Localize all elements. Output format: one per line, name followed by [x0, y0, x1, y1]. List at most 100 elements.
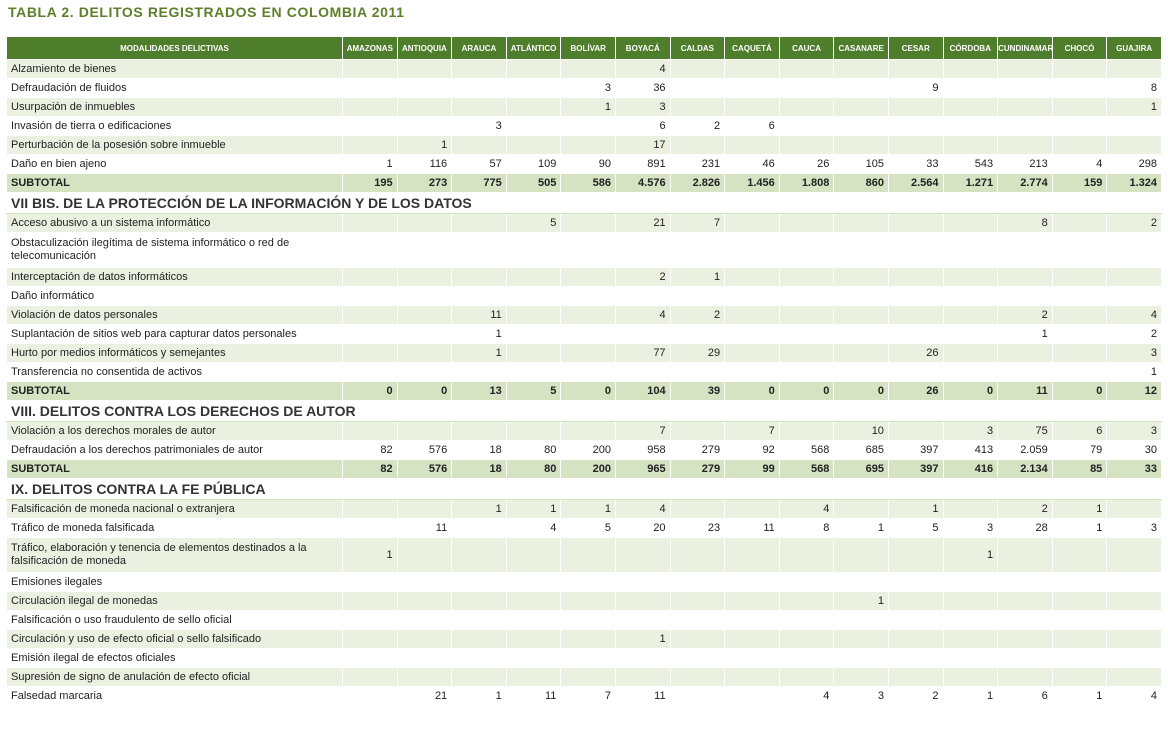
table-cell: 13	[451, 381, 507, 401]
table-cell	[778, 421, 835, 441]
table-cell	[724, 267, 780, 287]
table-cell	[887, 591, 944, 611]
table-cell	[669, 59, 726, 79]
row-label: Invasión de tierra o edificaciones	[6, 116, 343, 136]
table-cell	[342, 59, 398, 79]
table-cell: 2	[669, 116, 726, 136]
table-cell: 543	[942, 154, 999, 174]
table-cell: 21	[396, 686, 453, 706]
section-header-row: IX. DELITOS CONTRA LA FE PÚBLICA	[6, 478, 1162, 500]
table-cell	[833, 97, 889, 117]
table-row: Falsificación o uso fraudulento de sello…	[6, 610, 1162, 630]
table-cell	[342, 267, 398, 287]
table-cell: 4	[778, 686, 835, 706]
table-cell	[669, 572, 726, 592]
table-cell	[778, 324, 835, 344]
table-cell	[614, 324, 671, 344]
table-cell	[724, 59, 780, 79]
table-cell	[1106, 499, 1162, 519]
table-cell	[887, 572, 944, 592]
table-cell	[997, 591, 1053, 611]
table-cell	[396, 286, 453, 306]
table-cell: 4.576	[614, 173, 671, 193]
table-cell	[396, 610, 453, 630]
table-cell: 33	[1106, 459, 1162, 479]
table-row: Defraudación de fluidos 3 36 9 8	[6, 78, 1162, 98]
table-cell	[833, 286, 889, 306]
table-cell	[833, 667, 889, 687]
table-cell	[396, 629, 453, 649]
table-cell	[778, 537, 835, 573]
table-cell	[778, 610, 835, 630]
table-cell: 2	[997, 499, 1053, 519]
table-row: Emisiones ilegales	[6, 572, 1162, 592]
table-cell	[724, 213, 780, 233]
table-row: Circulación y uso de efecto oficial o se…	[6, 629, 1162, 649]
table-cell	[451, 572, 507, 592]
row-label: Hurto por medios informáticos y semejant…	[6, 343, 343, 363]
table-cell	[451, 135, 507, 155]
table-cell: 2	[1106, 213, 1162, 233]
table-cell	[833, 499, 889, 519]
table-row: Interceptación de datos informáticos 2 1	[6, 267, 1162, 287]
table-cell	[342, 421, 398, 441]
table-cell	[1051, 591, 1108, 611]
table-cell: 4	[614, 499, 671, 519]
table-cell	[887, 116, 944, 136]
table-cell	[887, 648, 944, 668]
table-cell	[451, 648, 507, 668]
table-cell	[887, 267, 944, 287]
table-cell	[887, 362, 944, 382]
table-cell	[505, 537, 562, 573]
table-row: Usurpación de inmuebles 1 3 1	[6, 97, 1162, 117]
table-cell: 7	[614, 421, 671, 441]
table-cell	[451, 232, 507, 268]
row-label: Suplantación de sitios web para capturar…	[6, 324, 343, 344]
table-cell	[724, 232, 780, 268]
column-header-caqueta: CAQUETÁ	[724, 36, 780, 60]
table-cell	[342, 232, 398, 268]
table-cell	[342, 499, 398, 519]
column-header-atlantico: ATLÁNTICO	[505, 36, 562, 60]
table-cell	[942, 324, 999, 344]
table-cell: 1	[342, 154, 398, 174]
table-cell	[997, 116, 1053, 136]
table-cell: 1	[1106, 97, 1162, 117]
row-label: Acceso abusivo a un sistema informático	[6, 213, 343, 233]
table-cell	[669, 286, 726, 306]
table-cell	[942, 610, 999, 630]
table-cell	[505, 232, 562, 268]
table-cell	[342, 213, 398, 233]
table-cell: 79	[1051, 440, 1108, 460]
table-cell	[1106, 572, 1162, 592]
table-cell: 57	[451, 154, 507, 174]
table-cell	[833, 572, 889, 592]
table-cell	[1051, 362, 1108, 382]
table-cell	[833, 648, 889, 668]
table-cell: 11	[724, 518, 780, 538]
table-cell	[724, 343, 780, 363]
table-cell	[1051, 610, 1108, 630]
table-cell	[778, 305, 835, 325]
table-body: Alzamiento de bienes 4 Defraudación de flu…	[6, 59, 1162, 706]
table-cell: 413	[942, 440, 999, 460]
table-cell: 10	[833, 421, 889, 441]
table-cell	[342, 686, 398, 706]
table-cell	[614, 648, 671, 668]
table-cell	[942, 213, 999, 233]
table-cell	[1051, 305, 1108, 325]
table-cell: 0	[833, 381, 889, 401]
table-cell: 3	[1106, 518, 1162, 538]
table-row: Invasión de tierra o edificaciones 3 6 2 6	[6, 116, 1162, 136]
table-cell: 1	[614, 629, 671, 649]
table-cell: 11	[396, 518, 453, 538]
row-label: Circulación y uso de efecto oficial o se…	[6, 629, 343, 649]
column-header-boyaca: BOYACÁ	[614, 36, 671, 60]
table-cell	[833, 324, 889, 344]
table-cell: 8	[1106, 78, 1162, 98]
table-cell	[614, 362, 671, 382]
table-cell	[887, 667, 944, 687]
row-label: Transferencia no consentida de activos	[6, 362, 343, 382]
table-cell	[342, 286, 398, 306]
table-cell	[560, 537, 616, 573]
